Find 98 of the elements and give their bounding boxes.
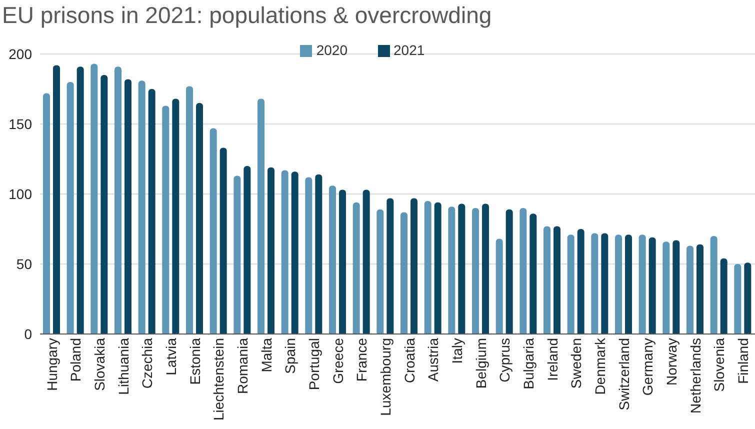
x-tick-label: Hungary — [44, 338, 60, 391]
bar — [696, 244, 704, 334]
x-tick-label: Poland — [68, 338, 84, 382]
bar — [210, 128, 217, 334]
x-tick-label: Norway — [664, 338, 680, 386]
bar — [496, 238, 503, 334]
bar — [734, 264, 742, 334]
x-tick-label: Ireland — [544, 338, 560, 381]
x-tick-label: Austria — [425, 338, 442, 382]
x-tick-label: Sweden — [568, 338, 584, 389]
bar — [615, 234, 622, 334]
x-tick-label: Italy — [449, 338, 466, 364]
x-tick-label: Lithuania — [115, 338, 132, 395]
bar — [648, 237, 656, 334]
bar — [339, 190, 346, 334]
bar — [472, 208, 479, 334]
bar — [448, 206, 456, 334]
x-tick-label: Greece — [330, 338, 346, 384]
bar — [567, 234, 574, 334]
bar — [458, 204, 466, 334]
legend-label: 2021 — [394, 42, 425, 58]
x-tick-label: Liechtenstein — [210, 338, 227, 421]
y-tick-label: 200 — [8, 46, 32, 62]
y-tick-label: 50 — [16, 256, 32, 272]
bar — [244, 166, 251, 334]
bar — [662, 242, 670, 334]
bar — [638, 234, 646, 334]
bar — [258, 98, 264, 334]
bar — [315, 174, 322, 334]
bar — [305, 177, 312, 334]
x-tick-label: Croatia — [401, 338, 418, 384]
bar — [196, 103, 203, 334]
bar — [410, 198, 418, 334]
bar — [100, 75, 108, 334]
x-tick-label: Slovenia — [711, 338, 728, 392]
bar — [172, 98, 180, 334]
bar — [482, 204, 489, 334]
x-tick-label: Czechia — [139, 338, 156, 389]
bar — [506, 209, 513, 334]
bar — [53, 65, 60, 334]
x-tick-label: Slovakia — [92, 338, 108, 391]
y-tick-label: 150 — [8, 116, 32, 132]
bar — [520, 208, 527, 334]
x-tick-label: Switzerland — [616, 338, 632, 410]
bar — [186, 86, 193, 334]
bar — [625, 234, 632, 334]
x-tick-label: Finland — [735, 338, 752, 384]
bar — [66, 82, 74, 334]
bar — [720, 258, 728, 334]
bar — [577, 229, 584, 334]
bar — [710, 236, 718, 334]
bar — [434, 202, 442, 334]
bar — [744, 262, 752, 334]
y-tick-label: 100 — [8, 186, 32, 202]
legend-label: 2020 — [316, 42, 348, 58]
chart-title: EU prisons in 2021: populations & overcrowding — [2, 2, 492, 29]
x-tick-label: Netherlands — [687, 338, 704, 414]
bar — [124, 79, 132, 334]
x-tick-label: Portugal — [306, 338, 322, 390]
x-tick-label: Belgium — [472, 338, 489, 389]
bar — [291, 172, 298, 334]
x-tick-label: Romania — [234, 338, 251, 394]
bar — [220, 148, 227, 334]
bar — [601, 233, 608, 334]
bar — [386, 198, 394, 334]
bar — [352, 202, 360, 334]
x-tick-label: Malta — [258, 338, 274, 372]
x-tick-label: Latvia — [163, 338, 180, 376]
x-tick-label: Germany — [640, 338, 656, 396]
x-tick-label: Bulgaria — [520, 338, 537, 390]
bar — [162, 106, 170, 334]
y-tick-label: 0 — [24, 326, 32, 342]
x-tick-label: France — [354, 338, 370, 382]
x-tick-label: Spain — [282, 338, 298, 374]
bar — [554, 226, 560, 334]
bar — [76, 66, 84, 334]
bar — [544, 226, 550, 334]
bar — [362, 190, 370, 334]
bar — [376, 209, 384, 334]
bar — [281, 170, 288, 334]
bar — [400, 212, 408, 334]
bar — [329, 186, 336, 334]
bar — [43, 93, 50, 334]
bar — [686, 246, 694, 334]
x-tick-label: Estonia — [186, 338, 203, 385]
bar — [148, 89, 156, 334]
x-tick-label: Denmark — [592, 337, 608, 395]
bar — [90, 64, 98, 334]
bar — [672, 240, 680, 334]
x-tick-label: Luxembourg — [378, 338, 394, 416]
bar — [114, 66, 122, 334]
bar — [138, 80, 146, 334]
bar — [591, 233, 598, 334]
x-tick-label: Cyprus — [496, 338, 513, 382]
bar — [268, 167, 274, 334]
bar — [530, 214, 537, 334]
bar — [424, 201, 432, 334]
bar — [234, 176, 241, 334]
